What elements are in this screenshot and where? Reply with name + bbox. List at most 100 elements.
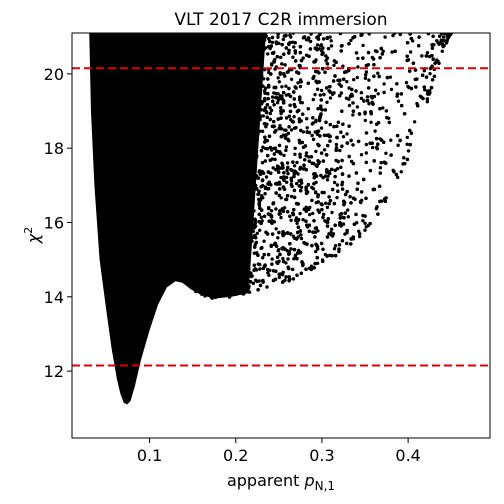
scatter-point — [289, 128, 294, 132]
scatter-point — [267, 37, 271, 41]
scatter-point — [227, 191, 231, 195]
scatter-point — [315, 87, 320, 91]
scatter-point — [334, 148, 338, 152]
scatter-point — [287, 42, 291, 46]
scatter-point — [337, 247, 341, 251]
scatter-point — [237, 185, 242, 190]
scatter-point — [337, 243, 342, 247]
scatter-point — [207, 160, 212, 165]
scatter-point — [356, 139, 361, 144]
scatter-point — [198, 281, 203, 285]
scatter-point — [251, 192, 255, 196]
scatter-point — [240, 68, 244, 73]
scatter-point — [447, 34, 452, 38]
scatter-point — [276, 249, 280, 253]
scatter-point — [298, 97, 302, 102]
scatter-point — [396, 99, 401, 103]
scatter-point — [327, 195, 331, 199]
scatter-point — [247, 130, 252, 134]
scatter-point — [217, 73, 221, 78]
scatter-point — [257, 197, 261, 202]
scatter-point — [197, 235, 201, 239]
scatter-point — [223, 152, 228, 156]
scatter-point — [192, 259, 196, 263]
scatter-point — [227, 168, 232, 172]
scatter-point — [335, 124, 339, 128]
scatter-point — [211, 248, 216, 252]
scatter-point — [200, 257, 204, 261]
scatter-point — [198, 176, 203, 180]
scatter-point — [277, 272, 281, 276]
scatter-point — [198, 54, 202, 58]
scatter-point — [249, 274, 253, 279]
scatter-point — [259, 149, 264, 153]
scatter-point — [325, 254, 329, 258]
scatter-point — [292, 172, 296, 176]
scatter-point — [279, 111, 283, 116]
scatter-point — [246, 122, 251, 126]
scatter-point — [236, 88, 241, 93]
scatter-point — [317, 80, 321, 84]
scatter-point — [347, 68, 351, 73]
scatter-point — [277, 275, 282, 280]
scatter-point — [203, 294, 207, 298]
scatter-point — [262, 239, 266, 243]
scatter-point — [250, 149, 254, 153]
scatter-point — [208, 217, 212, 221]
scatter-point — [231, 133, 235, 137]
scatter-point — [203, 202, 207, 206]
scatter-point — [309, 155, 314, 159]
x-tick-label: 0.1 — [137, 446, 162, 465]
scatter-point — [306, 183, 311, 187]
scatter-point — [234, 279, 238, 284]
scatter-point — [258, 75, 263, 80]
scatter-point — [233, 86, 237, 90]
scatter-point — [338, 216, 342, 220]
scatter-point — [299, 178, 303, 182]
scatter-point — [243, 72, 248, 77]
scatter-point — [201, 226, 206, 230]
scatter-point — [218, 48, 223, 52]
scatter-point — [282, 187, 287, 191]
scatter-point — [349, 38, 353, 43]
scatter-point — [206, 95, 210, 99]
scatter-point — [200, 230, 204, 234]
scatter-point — [220, 215, 224, 219]
scatter-point — [191, 76, 196, 81]
scatter-point — [214, 225, 218, 229]
scatter-point — [216, 253, 221, 257]
scatter-point — [225, 245, 229, 250]
scatter-point — [191, 133, 195, 138]
scatter-point — [234, 107, 239, 111]
scatter-point — [408, 128, 412, 133]
scatter-point — [298, 152, 302, 156]
scatter-point — [216, 206, 221, 210]
scatter-point — [209, 38, 213, 42]
scatter-point — [217, 69, 221, 73]
scatter-point — [315, 132, 320, 136]
scatter-point — [204, 169, 208, 174]
scatter-point — [255, 143, 259, 147]
scatter-point — [231, 253, 235, 258]
scatter-point — [233, 53, 237, 57]
scatter-point — [255, 231, 259, 235]
scatter-point — [271, 166, 275, 170]
scatter-point — [202, 39, 207, 43]
y-tick-label: 20 — [44, 65, 64, 84]
x-tick-label: 0.3 — [309, 446, 334, 465]
scatter-point — [241, 280, 245, 284]
scatter-point — [258, 228, 262, 232]
scatter-point — [347, 174, 351, 178]
scatter-point — [322, 148, 327, 152]
scatter-point — [209, 51, 213, 55]
scatter-point — [345, 228, 349, 233]
scatter-point — [265, 138, 269, 143]
scatter-point — [331, 187, 335, 192]
scatter-point — [281, 90, 286, 95]
scatter-point — [263, 46, 268, 50]
scatter-point — [213, 218, 217, 222]
scatter-point — [195, 117, 199, 122]
scatter-point — [306, 81, 310, 85]
scatter-point — [292, 164, 297, 168]
scatter-point — [425, 97, 430, 101]
